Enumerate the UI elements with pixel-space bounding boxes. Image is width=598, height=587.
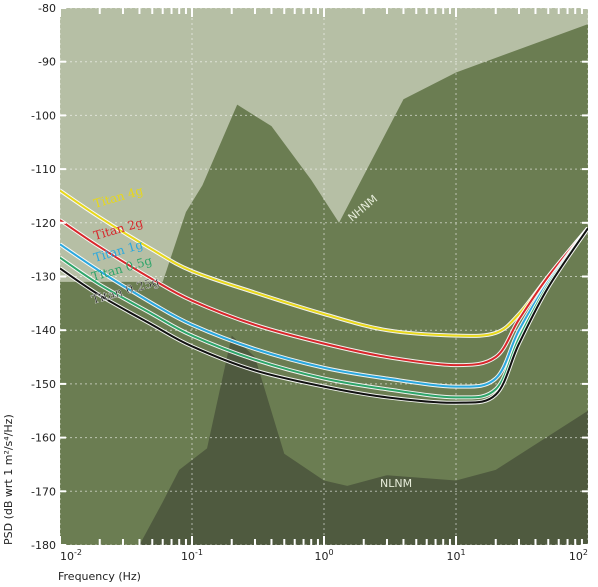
y-tick-labels: -80 -90 -100 -110 -120 -130 -140 -150 -160 -170 -1…	[31, 2, 56, 552]
series-line-titan-2g	[60, 219, 588, 367]
x-tick-label: 10-1	[181, 548, 203, 563]
nlnm-label: NLNM	[380, 477, 412, 490]
series-line-titan-1g	[60, 227, 588, 388]
series-line-titan-0-5g	[60, 227, 588, 399]
y-tick-label: -180	[31, 539, 56, 552]
series-line-titan-4g	[60, 189, 588, 337]
x-tick-label: 101	[446, 548, 465, 563]
y-tick-label: -160	[31, 432, 56, 445]
y-tick-label: -110	[31, 163, 56, 176]
x-tick-labels: 10-2 10-1 100 101 102	[60, 548, 588, 563]
x-tick-label: 102	[569, 548, 588, 563]
x-axis-label: Frequency (Hz)	[58, 570, 141, 583]
y-tick-label: -170	[31, 485, 56, 498]
y-tick-label: -90	[38, 56, 56, 69]
series-layer	[60, 188, 588, 405]
y-tick-label: -120	[31, 217, 56, 230]
x-tick-label: 10-2	[60, 548, 82, 563]
y-tick-label: -150	[31, 378, 56, 391]
y-tick-label: -140	[31, 324, 56, 337]
y-tick-label: -130	[31, 271, 56, 284]
tick-marks	[59, 7, 588, 546]
y-tick-label: -80	[38, 2, 56, 15]
y-axis-label: PSD (dB wrt 1 m²/s⁴/Hz)	[2, 414, 15, 545]
series-line-titan-0-25g	[60, 227, 588, 404]
nlnm-region	[60, 335, 588, 545]
x-tick-label: 100	[314, 548, 333, 563]
y-tick-label: -100	[31, 109, 56, 122]
